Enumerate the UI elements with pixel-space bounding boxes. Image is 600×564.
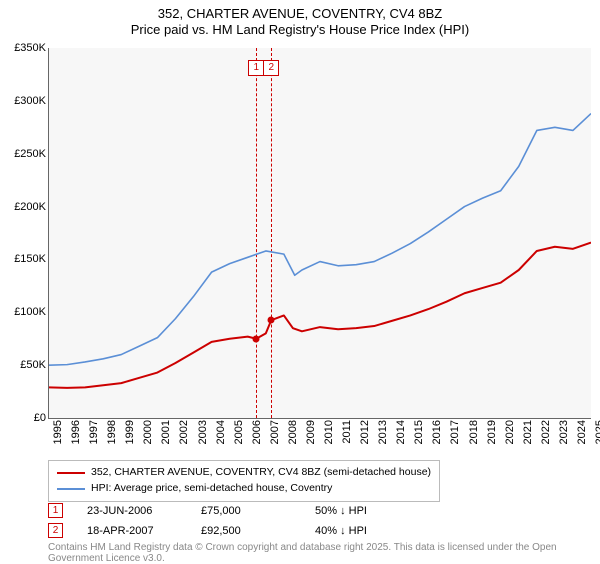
x-axis-tick-label: 2007 bbox=[269, 420, 281, 444]
series-line bbox=[49, 243, 591, 388]
sale-date: 23-JUN-2006 bbox=[87, 505, 177, 517]
x-axis-tick-label: 1995 bbox=[52, 420, 64, 444]
legend-item: HPI: Average price, semi-detached house,… bbox=[57, 481, 431, 497]
x-axis-tick-label: 2016 bbox=[431, 420, 443, 444]
chart-container: 352, CHARTER AVENUE, COVENTRY, CV4 8BZ P… bbox=[0, 0, 600, 560]
x-axis-tick-label: 2023 bbox=[558, 420, 570, 444]
x-axis-tick-label: 2006 bbox=[251, 420, 263, 444]
x-axis-tick-label: 2013 bbox=[377, 420, 389, 444]
x-axis-tick-label: 2009 bbox=[305, 420, 317, 444]
x-axis-tick-label: 1998 bbox=[106, 420, 118, 444]
y-axis-tick-label: £150K bbox=[14, 253, 46, 265]
y-axis-tick-label: £0 bbox=[34, 412, 46, 424]
x-axis-tick-label: 2000 bbox=[142, 420, 154, 444]
x-axis-tick-label: 2019 bbox=[486, 420, 498, 444]
sale-delta: 50% ↓ HPI bbox=[315, 505, 405, 517]
sale-delta: 40% ↓ HPI bbox=[315, 525, 405, 537]
sale-marker-icon: 2 bbox=[48, 523, 63, 538]
x-axis-tick-label: 2015 bbox=[413, 420, 425, 444]
x-axis-tick-label: 2003 bbox=[197, 420, 209, 444]
sale-date: 18-APR-2007 bbox=[87, 525, 177, 537]
sale-row: 1 23-JUN-2006 £75,000 50% ↓ HPI bbox=[48, 503, 405, 518]
sale-price: £75,000 bbox=[201, 505, 291, 517]
x-axis-tick-label: 2024 bbox=[576, 420, 588, 444]
x-axis-tick-label: 2021 bbox=[522, 420, 534, 444]
x-axis-tick-label: 1996 bbox=[70, 420, 82, 444]
x-axis-tick-label: 2020 bbox=[504, 420, 516, 444]
x-axis-tick-label: 2012 bbox=[359, 420, 371, 444]
sale-dot-icon bbox=[268, 317, 275, 324]
y-axis-tick-label: £250K bbox=[14, 148, 46, 160]
legend-label: 352, CHARTER AVENUE, COVENTRY, CV4 8BZ (… bbox=[91, 465, 431, 481]
y-axis-tick-label: £50K bbox=[20, 359, 46, 371]
title-line-1: 352, CHARTER AVENUE, COVENTRY, CV4 8BZ bbox=[0, 6, 600, 22]
y-axis-tick-label: £300K bbox=[14, 95, 46, 107]
x-axis-tick-label: 2002 bbox=[178, 420, 190, 444]
sale-dot-icon bbox=[253, 335, 260, 342]
attribution-text: Contains HM Land Registry data © Crown c… bbox=[48, 542, 600, 564]
x-axis-tick-label: 2025 bbox=[594, 420, 600, 444]
sale-marker-icon: 1 bbox=[48, 503, 63, 518]
x-axis-tick-label: 2005 bbox=[233, 420, 245, 444]
x-axis-tick-label: 2017 bbox=[449, 420, 461, 444]
x-axis-tick-label: 2010 bbox=[323, 420, 335, 444]
legend-item: 352, CHARTER AVENUE, COVENTRY, CV4 8BZ (… bbox=[57, 465, 431, 481]
x-axis-tick-label: 1999 bbox=[124, 420, 136, 444]
x-axis-tick-label: 2018 bbox=[468, 420, 480, 444]
x-axis-tick-label: 2008 bbox=[287, 420, 299, 444]
legend-swatch bbox=[57, 488, 85, 490]
x-axis-tick-label: 2004 bbox=[215, 420, 227, 444]
series-svg bbox=[49, 48, 591, 418]
y-axis-tick-label: £350K bbox=[14, 42, 46, 54]
x-axis-tick-label: 1997 bbox=[88, 420, 100, 444]
x-axis-tick-label: 2022 bbox=[540, 420, 552, 444]
sale-price: £92,500 bbox=[201, 525, 291, 537]
chart-plot-area: 12 bbox=[48, 48, 591, 419]
legend-label: HPI: Average price, semi-detached house,… bbox=[91, 481, 332, 497]
y-axis-tick-label: £100K bbox=[14, 306, 46, 318]
title-line-2: Price paid vs. HM Land Registry's House … bbox=[0, 22, 600, 38]
x-axis-tick-label: 2011 bbox=[341, 420, 353, 444]
x-axis-tick-label: 2001 bbox=[160, 420, 172, 444]
legend: 352, CHARTER AVENUE, COVENTRY, CV4 8BZ (… bbox=[48, 460, 440, 502]
x-axis-tick-label: 2014 bbox=[395, 420, 407, 444]
legend-swatch bbox=[57, 472, 85, 474]
title-block: 352, CHARTER AVENUE, COVENTRY, CV4 8BZ P… bbox=[0, 0, 600, 39]
y-axis-tick-label: £200K bbox=[14, 201, 46, 213]
sale-row: 2 18-APR-2007 £92,500 40% ↓ HPI bbox=[48, 523, 405, 538]
